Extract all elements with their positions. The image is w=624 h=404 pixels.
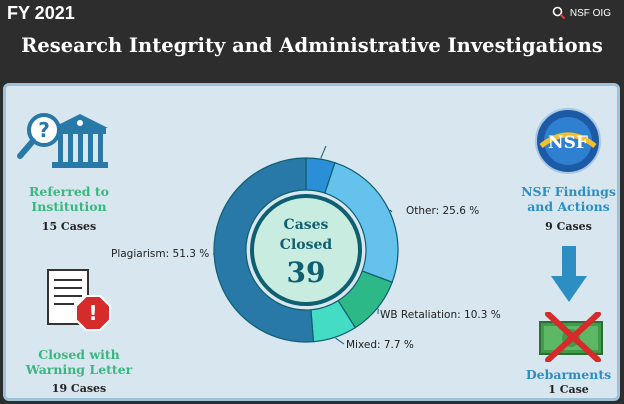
center-total: 39 xyxy=(287,256,326,289)
header-bar: FY 2021 NSF OIG Research Integrity and A… xyxy=(0,0,624,80)
leader-line xyxy=(389,209,393,213)
donut-slice-plagiarism xyxy=(213,157,315,343)
slice-label: Other: 25.6 % xyxy=(406,205,479,217)
arrow-down-icon xyxy=(551,246,587,302)
debarments-count: 1 Case xyxy=(548,383,589,396)
brand-name: NSF OIG xyxy=(569,7,611,19)
svg-text:!: ! xyxy=(88,301,97,325)
nsf-logo: NSF xyxy=(535,108,601,174)
warning-title: Closed with Warning Letter xyxy=(25,347,133,377)
magnifier-icon xyxy=(552,6,566,20)
leader-line xyxy=(320,146,327,159)
center-label-line1: Cases xyxy=(284,217,329,233)
slice-label: Fabrication/Falsification: 5.1 % xyxy=(330,146,490,147)
leader-line xyxy=(335,337,345,345)
svg-text:?: ? xyxy=(38,118,50,142)
slice-label: Plagiarism: 51.3 % xyxy=(111,248,209,260)
fiscal-year-label: FY 2021 xyxy=(7,3,75,23)
donut-center xyxy=(250,194,362,306)
referred-title: Referred to Institution xyxy=(29,184,109,214)
findings-title: NSF Findings and Actions xyxy=(521,184,616,214)
findings-count: 9 Cases xyxy=(545,220,592,233)
warning-letter-icon: ! xyxy=(47,269,111,331)
referred-count: 15 Cases xyxy=(41,220,97,233)
debarments-title: Debarments xyxy=(525,367,612,382)
slice-label: WB Retaliation: 10.3 % xyxy=(380,309,501,321)
center-label-line2: Closed xyxy=(280,237,333,253)
page-title: Research Integrity and Administrative In… xyxy=(21,34,603,57)
debarment-cash-icon xyxy=(539,312,603,362)
nsf-logo-text: NSF xyxy=(548,133,588,153)
institution-icon: ? xyxy=(17,113,108,168)
infographic-panel: ? Referred to Institution 15 Cases ! Clo… xyxy=(3,83,620,401)
warning-count: 19 Cases xyxy=(51,382,107,395)
brand-badge[interactable]: NSF OIG xyxy=(552,6,611,20)
slice-label: Mixed: 7.7 % xyxy=(346,339,414,351)
cases-donut-chart: Cases Closed 39 Fabrication/Falsificatio… xyxy=(111,146,501,351)
